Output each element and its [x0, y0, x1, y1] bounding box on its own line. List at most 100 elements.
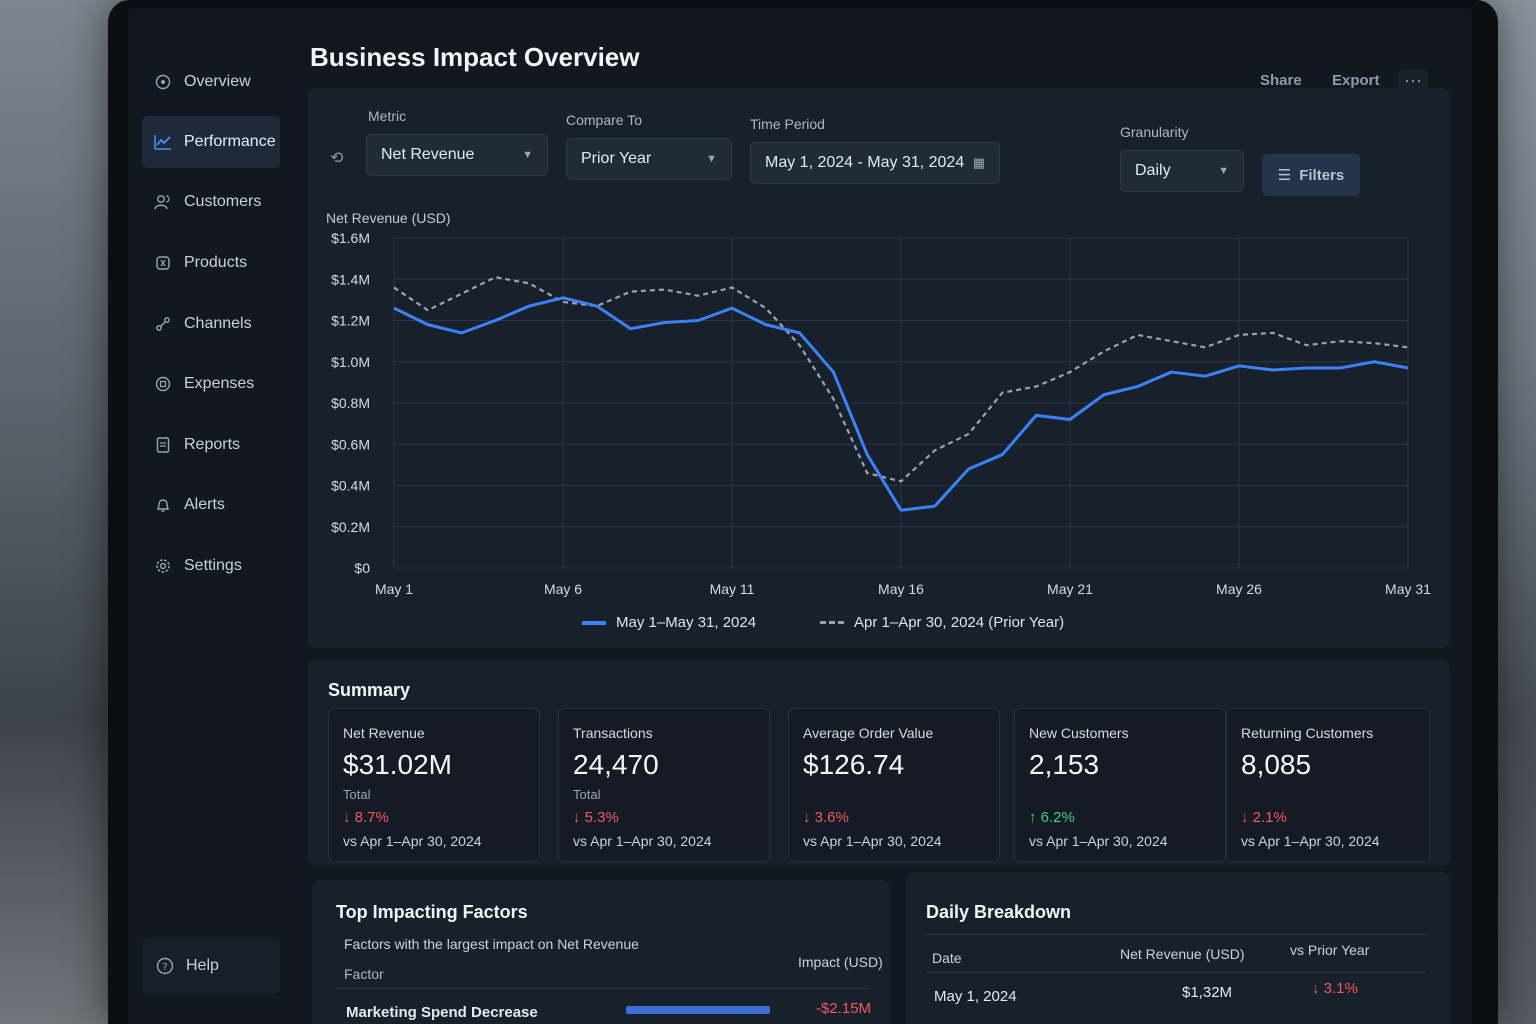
- granularity-value: Daily: [1135, 162, 1171, 179]
- period-picker[interactable]: May 1, 2024 - May 31, 2024 ▦: [750, 142, 1000, 184]
- kpi-comparison: vs Apr 1–Apr 30, 2024: [343, 833, 482, 849]
- compare-label: Compare To: [566, 112, 643, 128]
- chevron-down-icon: ▼: [706, 153, 717, 165]
- divider: [336, 988, 870, 989]
- sidebar-item-label: Performance: [184, 133, 276, 150]
- sidebar-item-customers[interactable]: Customers: [142, 176, 280, 228]
- breakdown-col-revenue: Net Revenue (USD): [1120, 946, 1245, 962]
- help-label: Help: [186, 957, 219, 974]
- channels-icon: [154, 315, 172, 333]
- summary-title: Summary: [328, 680, 411, 700]
- y-tick-label: $0: [354, 560, 370, 576]
- sidebar-item-settings[interactable]: Settings: [142, 540, 280, 592]
- sidebar-item-label: Alerts: [184, 496, 225, 513]
- kpi-label: New Customers: [1029, 725, 1129, 741]
- kpi-delta: ↓ 2.1%: [1241, 809, 1287, 826]
- daily-breakdown-panel: Daily Breakdown Date Net Revenue (USD) v…: [906, 872, 1450, 1024]
- kpi-card-returning-customers[interactable]: Returning Customers 8,085 ↓ 2.1% vs Apr …: [1226, 708, 1430, 862]
- legend-item-current: May 1–May 31, 2024: [582, 614, 756, 631]
- metric-select[interactable]: Net Revenue ▼: [366, 134, 548, 176]
- kpi-value: 8,085: [1241, 749, 1312, 780]
- metric-value: Net Revenue: [381, 146, 475, 163]
- kpi-card-net-revenue[interactable]: Net Revenue $31.02M Total ↓ 8.7% vs Apr …: [328, 708, 540, 862]
- revenue-line-chart: $0 $0.2M $0.4M $0.6M $0.8M $1.0M $1.2M $1.4M $1.…: [331, 230, 1431, 597]
- help-button[interactable]: ? Help: [142, 938, 280, 994]
- compare-select[interactable]: Prior Year ▼: [566, 138, 732, 180]
- x-tick-label: May 6: [544, 581, 582, 597]
- summary-panel: Summary Net Revenue $31.02M Total ↓ 8.7%…: [308, 660, 1450, 866]
- kpi-card-transactions[interactable]: Transactions 24,470 Total ↓ 5.3% vs Apr …: [558, 708, 770, 862]
- kpi-card-average-order-value[interactable]: Average Order Value $126.74 ↓ 3.6% vs Ap…: [788, 708, 1000, 862]
- sidebar-item-label: Products: [184, 254, 248, 271]
- kpi-comparison: vs Apr 1–Apr 30, 2024: [803, 833, 942, 849]
- prior-year-series-line: [393, 276, 1409, 483]
- chart-panel: ⟲ Metric Net Revenue ▼ Compare To Prior …: [308, 88, 1450, 648]
- filter-icon: ☰: [1277, 167, 1292, 184]
- bell-icon: [154, 496, 172, 514]
- y-tick-label: $1.0M: [331, 354, 370, 370]
- kpi-delta: ↓ 5.3%: [573, 809, 619, 826]
- y-tick-label: $1.2M: [331, 313, 370, 329]
- kpi-card-new-customers[interactable]: New Customers 2,153 ↑ 6.2% vs Apr 1–Apr …: [1014, 708, 1226, 862]
- chart-icon: [154, 133, 172, 151]
- y-tick-label: $0.8M: [331, 395, 370, 411]
- sidebar-item-label: Overview: [184, 73, 251, 90]
- y-tick-label: $1.6M: [331, 230, 370, 246]
- refresh-icon[interactable]: ⟲: [330, 150, 344, 167]
- sidebar-item-products[interactable]: Products: [142, 237, 280, 289]
- compare-value: Prior Year: [581, 150, 652, 167]
- sidebar-item-alerts[interactable]: Alerts: [142, 479, 280, 531]
- factor-impact: -$2.15M: [816, 1000, 872, 1017]
- factors-title: Top Impacting Factors: [336, 902, 528, 922]
- svg-text:?: ?: [162, 962, 167, 973]
- x-tick-label: May 26: [1216, 581, 1262, 597]
- users-icon: [154, 193, 172, 211]
- background-left: [0, 0, 120, 1024]
- kpi-delta: ↑ 6.2%: [1029, 809, 1075, 826]
- y-axis-title: Net Revenue (USD): [326, 210, 451, 226]
- sidebar-item-label: Channels: [184, 315, 252, 332]
- kpi-value: 24,470: [573, 749, 659, 780]
- overview-icon: [154, 73, 172, 91]
- y-tick-label: $0.6M: [331, 436, 370, 452]
- legend-label: May 1–May 31, 2024: [616, 614, 757, 631]
- divider: [926, 934, 1426, 935]
- kpi-value: $126.74: [803, 749, 905, 780]
- current-series-line: [393, 296, 1409, 512]
- share-button[interactable]: Share: [1260, 72, 1302, 89]
- sidebar-item-reports[interactable]: Reports: [142, 419, 280, 471]
- breakdown-col-date: Date: [932, 950, 962, 966]
- granularity-select[interactable]: Daily ▼: [1120, 150, 1244, 192]
- breakdown-vs: ↓ 3.1%: [1312, 980, 1358, 997]
- kpi-comparison: vs Apr 1–Apr 30, 2024: [573, 833, 712, 849]
- sidebar: Overview Performance Customers Products …: [128, 8, 294, 1024]
- sidebar-item-overview[interactable]: Overview: [142, 56, 280, 108]
- filters-button[interactable]: ☰ Filters: [1262, 154, 1360, 196]
- x-tick-label: May 31: [1385, 581, 1431, 597]
- kpi-sub: Total: [573, 787, 601, 802]
- legend-swatch-solid: [582, 620, 606, 625]
- period-value: May 1, 2024 - May 31, 2024: [765, 154, 965, 171]
- sidebar-item-label: Settings: [184, 557, 242, 574]
- sidebar-item-label: Reports: [184, 436, 241, 453]
- x-tick-label: May 1: [375, 581, 413, 597]
- breakdown-title: Daily Breakdown: [926, 902, 1072, 922]
- metric-label: Metric: [368, 108, 407, 124]
- document-icon: [154, 436, 172, 454]
- kpi-sub: Total: [343, 787, 371, 802]
- legend-swatch-dashed: [820, 621, 844, 624]
- kpi-label: Transactions: [573, 725, 653, 741]
- gear-icon: [154, 557, 172, 575]
- y-tick-label: $0.2M: [331, 519, 370, 535]
- kpi-label: Returning Customers: [1241, 725, 1374, 741]
- period-label: Time Period: [750, 116, 825, 132]
- sidebar-item-channels[interactable]: Channels: [142, 298, 280, 350]
- export-button[interactable]: Export: [1332, 72, 1380, 89]
- kpi-comparison: vs Apr 1–Apr 30, 2024: [1029, 833, 1168, 849]
- sidebar-item-performance[interactable]: Performance: [142, 116, 280, 168]
- chevron-down-icon: ▼: [522, 149, 533, 161]
- factors-panel: Top Impacting Factors Factors with the l…: [312, 880, 890, 1024]
- kpi-delta: ↓ 8.7%: [343, 809, 389, 826]
- sidebar-item-expenses[interactable]: Expenses: [142, 358, 280, 410]
- factor-impact-track: [626, 1006, 786, 1014]
